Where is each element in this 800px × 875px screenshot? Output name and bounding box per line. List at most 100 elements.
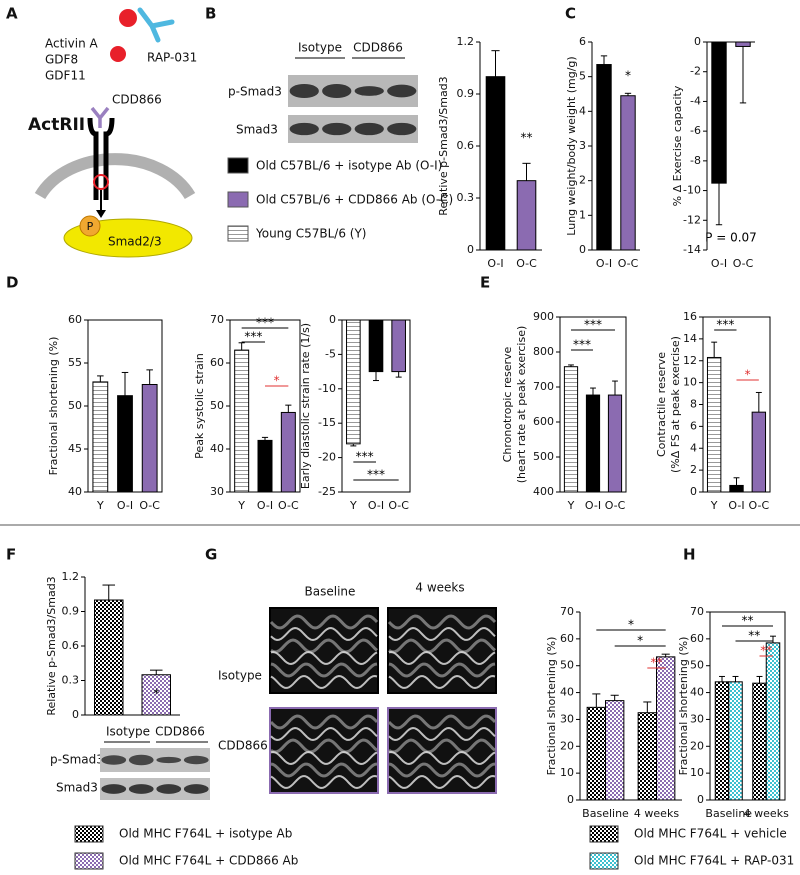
panel-label: H xyxy=(683,546,696,564)
y-axis-label: Contractile reserve xyxy=(655,352,668,457)
antibody-label: CDD866 xyxy=(112,93,162,107)
y-tick-label: 0.6 xyxy=(457,139,475,152)
arrow-head xyxy=(96,210,106,218)
bar xyxy=(706,356,722,493)
x-tick-label: O-I xyxy=(257,499,273,512)
y-tick-label: 10 xyxy=(690,766,704,779)
y-tick-label: 400 xyxy=(533,485,554,498)
significance-label: * xyxy=(628,618,634,632)
y-tick-label: -20 xyxy=(318,451,336,464)
y-tick-label: 6 xyxy=(690,419,697,432)
x-tick-label: O-C xyxy=(605,499,626,512)
echo-trace xyxy=(388,638,496,654)
plot-frame xyxy=(559,316,627,493)
bar xyxy=(563,366,579,493)
bar xyxy=(585,394,601,493)
echo-trace xyxy=(388,726,496,742)
bar xyxy=(596,64,612,251)
x-tick-label: Y xyxy=(96,499,104,512)
y-tick-label: -10 xyxy=(683,184,701,197)
x-tick-label: O-C xyxy=(388,499,409,512)
y-tick-label: 700 xyxy=(533,380,554,393)
y-tick-label: -25 xyxy=(318,485,336,498)
blot-band xyxy=(387,84,417,98)
y-tick-label: 70 xyxy=(690,605,704,618)
y-tick-label: 4 xyxy=(579,104,586,117)
y-tick-label: 1.2 xyxy=(457,35,475,48)
smad-label: Smad2/3 xyxy=(108,235,162,249)
echo-trace xyxy=(270,650,378,666)
y-axis-label: Fractional shortening (%) xyxy=(545,637,558,776)
blot-band xyxy=(183,784,209,794)
y-tick-label: 6 xyxy=(579,35,586,48)
plot-frame xyxy=(341,319,411,493)
y-tick-label: 40 xyxy=(68,485,82,498)
bar xyxy=(391,319,406,373)
panel-label: C xyxy=(565,5,576,23)
y-tick-label: 50 xyxy=(560,659,574,672)
echo-trace xyxy=(269,714,379,730)
x-tick-label: O-C xyxy=(618,257,639,270)
trap-label: RAP-031 xyxy=(147,51,197,65)
echo-trace xyxy=(388,774,496,790)
y-tick-label: 40 xyxy=(560,686,574,699)
ligand-label: Activin A xyxy=(45,37,98,51)
y-tick-label: 5 xyxy=(579,70,586,83)
x-tick-label: Y xyxy=(710,499,718,512)
x-tick-label: Y xyxy=(237,499,245,512)
y-tick-label: 600 xyxy=(533,415,554,428)
y-tick-label: 0 xyxy=(579,243,586,256)
y-tick-label: 50 xyxy=(68,399,82,412)
legend-swatch xyxy=(589,825,619,843)
y-tick-label: 40 xyxy=(690,686,704,699)
echo-trace xyxy=(270,738,378,754)
legend-label: Old MHC F764L + isotype Ab xyxy=(119,827,292,841)
y-tick-label: 1.2 xyxy=(62,570,80,583)
y-tick-label: 0.9 xyxy=(62,605,80,618)
significance-label: * xyxy=(625,69,631,83)
significance-label: *** xyxy=(367,468,385,482)
significance-label: * xyxy=(745,368,751,382)
y-tick-label: -12 xyxy=(683,213,701,226)
y-tick-label: -8 xyxy=(690,154,701,167)
significance-label: *** xyxy=(256,316,274,330)
phospho xyxy=(79,215,101,237)
y-axis-label: % Δ Exercise capacity xyxy=(671,85,684,206)
legend-label: Old C57BL/6 + isotype Ab (O-I) xyxy=(256,159,442,173)
y-tick-label: 16 xyxy=(683,310,697,323)
y-tick-label: -14 xyxy=(683,243,701,256)
bar xyxy=(728,681,743,801)
y-tick-label: 60 xyxy=(210,356,224,369)
x-tick-label: O-I xyxy=(368,499,384,512)
x-tick-label: 4 weeks xyxy=(744,807,789,820)
y-tick-label: 0.6 xyxy=(62,639,80,652)
bar xyxy=(516,180,537,251)
blot-band xyxy=(156,756,182,764)
x-tick-label: O-C xyxy=(749,499,770,512)
lane-label: Isotype xyxy=(298,41,342,55)
blot-band xyxy=(101,784,127,794)
y-tick-label: 50 xyxy=(210,399,224,412)
x-tick-label: Baseline xyxy=(705,807,752,820)
echo-trace xyxy=(387,614,497,630)
significance-label: *** xyxy=(573,338,591,352)
x-tick-label: O-C xyxy=(516,257,537,270)
y-axis-label: Fractional shortening (%) xyxy=(47,337,60,476)
y-tick-label: 60 xyxy=(690,632,704,645)
y-tick-label: 2 xyxy=(579,174,586,187)
bar xyxy=(620,95,636,251)
significance-label: ** xyxy=(748,629,760,643)
y-tick-label: 70 xyxy=(210,313,224,326)
x-tick-label: O-I xyxy=(596,257,612,270)
y-tick-label: 4 xyxy=(690,441,697,454)
y-tick-label: 10 xyxy=(683,376,697,389)
blot-band xyxy=(156,784,182,794)
blot-band xyxy=(322,122,352,136)
blot-row-label: p-Smad3 xyxy=(228,85,282,99)
bar xyxy=(94,599,124,716)
membrane xyxy=(34,153,196,200)
significance-label: *** xyxy=(716,318,734,332)
x-tick-label: 4 weeks xyxy=(634,807,679,820)
ligand-label: GDF11 xyxy=(45,69,86,83)
y-tick-label: 0.3 xyxy=(457,191,475,204)
